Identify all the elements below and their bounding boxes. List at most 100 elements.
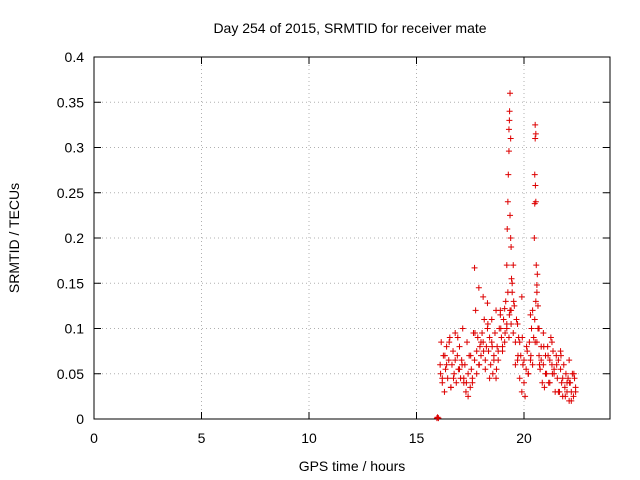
data-point xyxy=(443,343,450,350)
data-point xyxy=(498,334,505,341)
data-point xyxy=(448,361,455,368)
data-point xyxy=(540,343,547,350)
data-point xyxy=(542,370,549,377)
axis-ticks: 0 0.05 0.1 0.15 0.2 0.25 0.3 0.35 0.4 0 5 10 15 20 xyxy=(57,49,610,446)
data-point xyxy=(489,343,496,350)
data-point xyxy=(509,280,516,287)
data-point xyxy=(483,343,490,350)
data-point xyxy=(546,357,553,364)
data-points xyxy=(433,90,579,422)
data-point xyxy=(499,343,506,350)
x-tick-label: 10 xyxy=(301,430,317,446)
data-point xyxy=(462,388,469,395)
data-point xyxy=(524,348,531,355)
data-point xyxy=(503,320,510,327)
data-point xyxy=(445,357,452,364)
data-point xyxy=(467,352,474,359)
data-point xyxy=(533,282,540,289)
data-point xyxy=(444,375,451,382)
y-tick-label: 0.4 xyxy=(65,49,85,65)
data-point xyxy=(570,370,577,377)
data-point xyxy=(482,357,489,364)
data-point xyxy=(548,339,555,346)
data-point xyxy=(560,361,567,368)
data-point xyxy=(526,339,533,346)
data-point xyxy=(476,361,483,368)
data-point xyxy=(439,375,446,382)
data-point xyxy=(468,366,475,373)
data-point xyxy=(505,148,512,155)
data-point xyxy=(532,339,539,346)
data-point xyxy=(562,393,569,400)
data-point xyxy=(463,379,470,386)
data-point xyxy=(534,302,541,309)
y-tick-label: 0 xyxy=(76,411,84,427)
data-point xyxy=(504,225,511,232)
data-point xyxy=(460,375,467,382)
data-point xyxy=(561,384,568,391)
data-point xyxy=(532,198,539,205)
data-point xyxy=(546,379,553,386)
data-point xyxy=(495,348,502,355)
data-point xyxy=(473,348,480,355)
data-point xyxy=(486,334,493,341)
data-point xyxy=(565,375,572,382)
data-point xyxy=(447,384,454,391)
data-point xyxy=(558,379,565,386)
data-point xyxy=(487,361,494,368)
y-tick-label: 0.15 xyxy=(57,275,84,291)
data-point xyxy=(536,352,543,359)
data-point xyxy=(454,334,461,341)
data-point xyxy=(519,334,526,341)
data-point xyxy=(516,375,523,382)
data-point xyxy=(503,262,510,269)
data-point xyxy=(506,117,513,124)
data-point xyxy=(471,330,478,337)
data-point xyxy=(570,393,577,400)
data-point xyxy=(519,361,526,368)
data-point xyxy=(506,108,513,115)
data-point xyxy=(501,339,508,346)
y-axis-label: SRMTID / TECUs xyxy=(6,183,22,293)
data-point xyxy=(484,320,491,327)
data-point xyxy=(525,370,532,377)
data-point xyxy=(536,325,543,332)
data-point xyxy=(509,289,516,296)
data-point xyxy=(566,357,573,364)
data-point xyxy=(502,298,509,305)
data-point xyxy=(500,316,507,323)
data-point xyxy=(434,414,441,421)
data-point xyxy=(533,289,540,296)
data-point xyxy=(491,330,498,337)
data-point xyxy=(507,235,514,241)
data-point xyxy=(557,348,564,355)
data-point xyxy=(523,366,530,373)
x-tick-label: 20 xyxy=(516,430,532,446)
data-point xyxy=(541,384,548,391)
data-point xyxy=(518,293,525,300)
data-point xyxy=(467,384,474,391)
data-point xyxy=(512,361,519,368)
data-point xyxy=(446,334,453,341)
data-point xyxy=(553,361,560,368)
data-point xyxy=(545,352,552,359)
y-tick-label: 0.3 xyxy=(65,140,85,156)
data-point xyxy=(532,135,539,142)
data-point xyxy=(533,262,540,269)
data-point xyxy=(527,352,534,359)
y-tick-label: 0.1 xyxy=(65,321,85,337)
y-tick-label: 0.35 xyxy=(57,94,84,110)
data-point xyxy=(474,334,481,341)
data-point xyxy=(510,262,517,269)
data-point xyxy=(521,379,527,386)
data-point xyxy=(451,370,458,377)
y-tick-label: 0.2 xyxy=(65,230,85,246)
data-point xyxy=(482,366,489,373)
data-point xyxy=(572,388,579,395)
data-point xyxy=(540,330,547,337)
data-point xyxy=(508,307,515,314)
data-point xyxy=(443,361,450,368)
data-point xyxy=(437,370,444,377)
data-point xyxy=(518,388,525,395)
